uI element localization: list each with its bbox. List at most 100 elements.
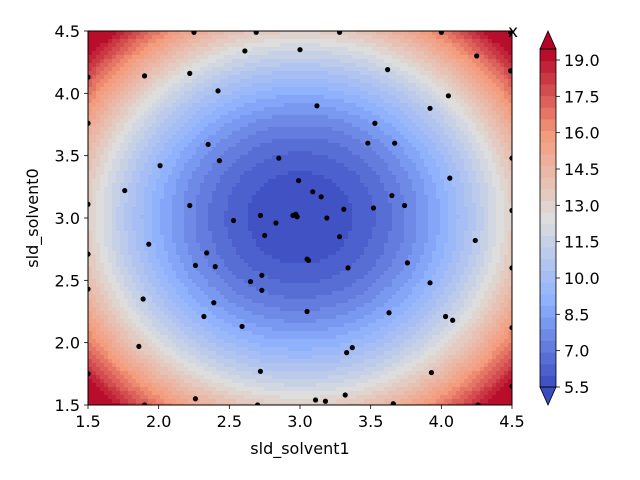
contour-cell	[204, 135, 209, 140]
contour-cell	[180, 327, 185, 332]
contour-cell	[244, 67, 249, 72]
contour-cell	[124, 259, 129, 264]
contour-cell	[240, 207, 245, 212]
contour-cell	[136, 211, 141, 216]
contour-cell	[156, 71, 161, 76]
contour-cell	[292, 287, 297, 292]
contour-cell	[188, 367, 193, 372]
contour-cell	[224, 375, 229, 380]
contour-cell	[288, 95, 293, 100]
contour-cell	[220, 311, 225, 316]
contour-cell	[276, 235, 281, 240]
contour-cell	[152, 115, 157, 120]
contour-cell	[212, 375, 217, 380]
contour-cell	[216, 367, 221, 372]
contour-cell	[256, 335, 261, 340]
contour-cell	[172, 119, 177, 124]
contour-cell	[284, 159, 289, 164]
contour-cell	[176, 235, 181, 240]
contour-cell	[228, 127, 233, 132]
contour-cell	[136, 55, 141, 60]
contour-cell	[156, 103, 161, 108]
contour-cell	[248, 39, 253, 44]
contour-cell	[152, 139, 157, 144]
contour-cell	[88, 155, 93, 160]
contour-cell	[200, 295, 205, 300]
contour-cell	[140, 331, 145, 336]
contour-cell	[292, 267, 297, 272]
contour-cell	[148, 111, 153, 116]
contour-cell	[112, 155, 117, 160]
contour-cell	[292, 243, 297, 248]
contour-cell	[268, 283, 273, 288]
contour-cell	[140, 327, 145, 332]
contour-cell	[220, 263, 225, 268]
contour-cell	[188, 219, 193, 224]
contour-cell	[184, 339, 189, 344]
contour-cell	[104, 43, 109, 48]
contour-cell	[140, 311, 145, 316]
contour-cell	[244, 267, 249, 272]
contour-cell	[164, 303, 169, 308]
contour-cell	[240, 187, 245, 192]
contour-cell	[300, 67, 305, 72]
contour-cell	[172, 371, 177, 376]
contour-cell	[260, 363, 265, 368]
contour-cell	[284, 243, 289, 248]
contour-cell	[160, 135, 165, 140]
contour-cell	[136, 123, 141, 128]
contour-cell	[200, 151, 205, 156]
contour-cell	[260, 339, 265, 344]
contour-cell	[156, 155, 161, 160]
contour-cell	[244, 227, 249, 232]
contour-cell	[120, 303, 125, 308]
contour-cell	[264, 399, 269, 404]
contour-cell	[108, 115, 113, 120]
contour-cell	[252, 111, 257, 116]
contour-cell	[144, 223, 149, 228]
contour-cell	[216, 119, 221, 124]
contour-cell	[116, 111, 121, 116]
contour-cell	[108, 203, 113, 208]
contour-cell	[152, 207, 157, 212]
contour-cell	[252, 395, 257, 400]
contour-cell	[256, 399, 261, 404]
contour-cell	[272, 239, 277, 244]
contour-cell	[232, 115, 237, 120]
contour-cell	[272, 339, 277, 344]
contour-cell	[108, 315, 113, 320]
contour-cell	[168, 343, 173, 348]
contour-cell	[168, 163, 173, 168]
contour-cell	[284, 291, 289, 296]
contour-cell	[216, 323, 221, 328]
contour-cell	[140, 303, 145, 308]
contour-cell	[136, 319, 141, 324]
contour-cell	[232, 187, 237, 192]
contour-cell	[292, 183, 297, 188]
contour-cell	[228, 59, 233, 64]
contour-cell	[128, 227, 133, 232]
contour-cell	[232, 31, 237, 36]
contour-cell	[152, 311, 157, 316]
contour-cell	[120, 203, 125, 208]
contour-cell	[184, 119, 189, 124]
contour-cell	[232, 339, 237, 344]
contour-cell	[196, 359, 201, 364]
contour-cell	[116, 83, 121, 88]
contour-cell	[92, 215, 97, 220]
contour-cell	[172, 151, 177, 156]
contour-cell	[88, 399, 93, 404]
contour-cell	[100, 375, 105, 380]
contour-cell	[128, 311, 133, 316]
contour-cell	[296, 339, 301, 344]
contour-cell	[208, 163, 213, 168]
contour-cell	[128, 63, 133, 68]
contour-cell	[140, 251, 145, 256]
contour-cell	[192, 351, 197, 356]
contour-cell	[208, 247, 213, 252]
contour-cell	[132, 367, 137, 372]
contour-cell	[296, 151, 301, 156]
contour-cell	[284, 171, 289, 176]
contour-cell	[228, 343, 233, 348]
contour-cell	[148, 355, 153, 360]
